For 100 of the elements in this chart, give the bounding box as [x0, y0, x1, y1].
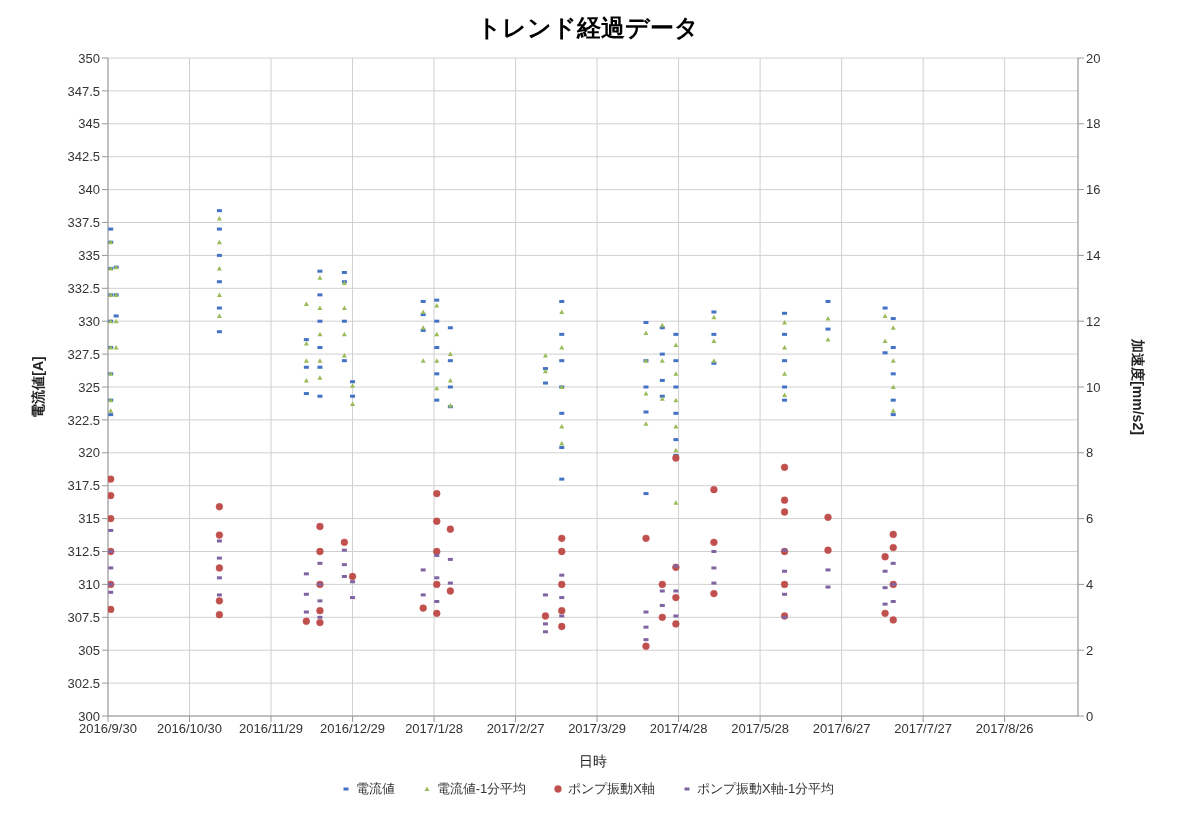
point: [446, 525, 454, 533]
y-tick-label: 340: [78, 182, 100, 198]
y-tick-label: 330: [78, 313, 100, 329]
point: [317, 561, 323, 565]
point: [108, 528, 114, 532]
point: [825, 585, 831, 589]
point: [108, 514, 115, 523]
point: [673, 614, 679, 618]
point: [881, 609, 889, 617]
point: [710, 486, 718, 494]
point: [882, 586, 888, 590]
point: [780, 463, 789, 471]
point: [782, 548, 788, 552]
point: [420, 593, 426, 597]
point: [643, 625, 649, 629]
point: [558, 607, 566, 615]
point: [446, 587, 454, 595]
point: [341, 563, 347, 567]
point: [889, 616, 897, 624]
point: [350, 580, 356, 584]
point: [558, 622, 566, 631]
point: [711, 581, 717, 585]
point: [659, 589, 665, 593]
point: [303, 592, 309, 596]
point: [542, 630, 548, 634]
point: [824, 546, 832, 554]
x-axis-title: 日時: [579, 753, 607, 769]
point: [711, 566, 717, 570]
point: [302, 617, 310, 625]
point: [642, 642, 650, 650]
point: [215, 564, 224, 572]
x-tick-label: 2017/3/29: [568, 721, 626, 737]
y2-tick-label: 18: [1086, 116, 1101, 132]
y-tick-label: 350: [78, 50, 100, 66]
legend-label: ポンプ振動X軸: [568, 780, 655, 798]
y-tick-label: 325: [78, 379, 100, 395]
point: [559, 614, 565, 618]
point: [672, 593, 680, 602]
point: [419, 604, 427, 612]
y-tick-label: 322.5: [67, 412, 100, 428]
point: [824, 513, 832, 521]
y-tick-label: 302.5: [67, 675, 100, 691]
point: [433, 609, 441, 617]
point: [782, 569, 788, 573]
y2-tick-label: 14: [1086, 248, 1101, 264]
point: [433, 580, 441, 589]
point: [350, 596, 356, 600]
point: [434, 553, 440, 557]
legend-label: 電流値-1分平均: [436, 780, 527, 798]
y2-tick-label: 8: [1086, 445, 1094, 461]
point: [447, 581, 453, 585]
point: [889, 530, 897, 539]
point: [882, 569, 888, 573]
point: [215, 503, 224, 511]
y-tick-label: 305: [78, 642, 100, 658]
point: [542, 593, 548, 597]
point: [447, 557, 453, 561]
point: [216, 556, 222, 560]
y-tick-label: 300: [78, 708, 100, 724]
point: [559, 596, 565, 600]
y-tick-label: 335: [78, 248, 100, 264]
point: [642, 534, 650, 542]
x-tick-label: 2017/7/27: [894, 721, 953, 737]
y-tick-label: 337.5: [67, 215, 100, 231]
x-tick-label: 2017/2/27: [486, 721, 545, 737]
point: [316, 522, 324, 531]
point: [889, 543, 897, 552]
point: [672, 454, 680, 462]
point: [434, 600, 440, 604]
legend-label: ポンプ振動X軸-1分平均: [697, 780, 835, 798]
point: [317, 599, 323, 603]
point: [890, 561, 896, 565]
point: [341, 548, 347, 552]
y2-tick-label: 2: [1086, 642, 1094, 658]
point: [673, 589, 679, 593]
y2-axis-title: 加速度[mm/s2]: [1130, 338, 1147, 435]
point: [782, 592, 788, 596]
point: [559, 573, 565, 577]
point: [215, 611, 224, 619]
y2-tick-label: 6: [1086, 511, 1094, 527]
point: [672, 620, 680, 628]
y-tick-label: 332.5: [67, 280, 100, 296]
x-tick-label: 2016/11/29: [238, 721, 304, 737]
point: [216, 576, 222, 580]
point: [882, 602, 888, 606]
x-tick-label: 2017/6/27: [812, 721, 871, 737]
x-tick-label: 2017/1/28: [405, 721, 463, 737]
point: [433, 547, 441, 556]
y-tick-label: 342.5: [67, 149, 100, 165]
point: [643, 610, 649, 614]
point: [890, 600, 896, 604]
legend-label: 電流値: [355, 780, 395, 798]
point: [780, 580, 789, 589]
point: [108, 475, 115, 483]
point: [316, 547, 324, 556]
point: [216, 539, 222, 543]
point: [825, 568, 831, 572]
y-tick-label: 347.5: [67, 83, 100, 99]
x-tick-label: 2017/8/26: [975, 721, 1034, 737]
point: [108, 605, 115, 614]
